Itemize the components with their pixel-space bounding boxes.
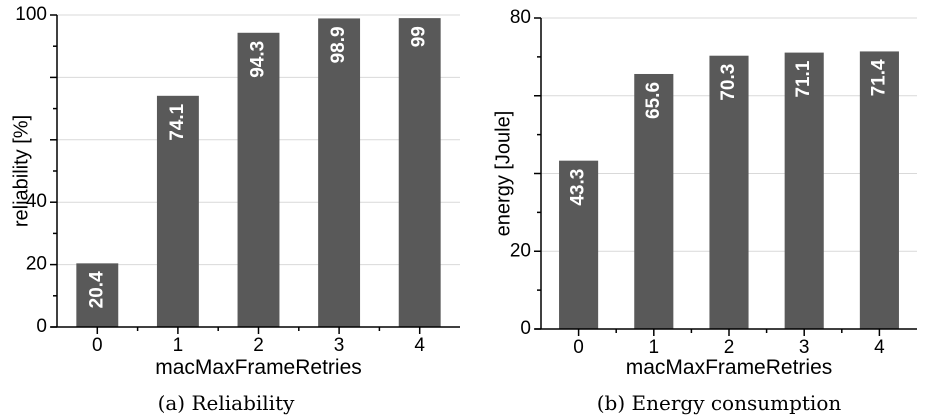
energy-y-tick-label: 0 bbox=[520, 318, 531, 339]
energy-x-tick-label: 3 bbox=[799, 337, 810, 358]
energy-bar bbox=[859, 51, 899, 330]
reliability-x-tick-label: 4 bbox=[414, 335, 425, 356]
energy-bar bbox=[784, 52, 824, 329]
reliability-chart: 20.4 74.1 94.3 98.9 99 0 20 40 100 0 1 2 3 4 macMaxFra… bbox=[10, 4, 460, 415]
energy-x-tick-label: 1 bbox=[649, 337, 660, 358]
energy-bar-value-label: 71.1 bbox=[793, 60, 814, 97]
reliability-x-tick-label: 0 bbox=[92, 335, 103, 356]
energy-bar-value-label: 70.3 bbox=[718, 64, 739, 101]
energy-x-tick-label: 4 bbox=[874, 337, 885, 358]
energy-caption: (b) Energy consumption bbox=[597, 391, 842, 415]
energy-y-tick-label: 80 bbox=[510, 7, 531, 28]
reliability-y-axis-label: reliability [%] bbox=[10, 115, 32, 227]
reliability-y-tick-label: 20 bbox=[26, 254, 47, 275]
energy-bar-value-label: 65.6 bbox=[643, 82, 664, 119]
energy-bar bbox=[559, 160, 599, 329]
reliability-bar-value-label: 20.4 bbox=[86, 271, 107, 308]
energy-x-axis-label: macMaxFrameRetries bbox=[626, 356, 833, 379]
reliability-y-tick-label: 40 bbox=[26, 191, 47, 212]
reliability-y-tick-label: 100 bbox=[15, 4, 47, 25]
reliability-caption: (a) Reliability bbox=[158, 391, 296, 415]
energy-bar bbox=[709, 55, 749, 330]
reliability-x-tick-label: 3 bbox=[334, 335, 345, 356]
reliability-bar bbox=[237, 32, 280, 328]
energy-x-tick-label: 0 bbox=[573, 337, 584, 358]
reliability-bar bbox=[398, 18, 441, 328]
reliability-bar-value-label: 98.9 bbox=[328, 26, 349, 63]
reliability-bar-value-label: 74.1 bbox=[167, 103, 188, 140]
reliability-y-tick-label: 0 bbox=[36, 316, 47, 337]
energy-bar-value-label: 71.4 bbox=[868, 59, 889, 96]
energy-bar bbox=[634, 73, 674, 329]
energy-chart: 43.3 65.6 70.3 71.1 71.4 0 20 80 0 1 2 3 4 macMaxFram… bbox=[492, 7, 917, 415]
reliability-x-tick-label: 1 bbox=[173, 335, 184, 356]
reliability-bar bbox=[156, 95, 199, 327]
energy-x-tick-label: 2 bbox=[724, 337, 735, 358]
energy-bar-value-label: 43.3 bbox=[568, 169, 589, 206]
reliability-bar bbox=[76, 263, 119, 327]
energy-y-tick-label: 20 bbox=[510, 240, 531, 261]
energy-y-axis-label: energy [Joule] bbox=[492, 111, 514, 237]
reliability-x-tick-label: 2 bbox=[253, 335, 264, 356]
reliability-bar bbox=[318, 18, 361, 327]
reliability-bar-value-label: 94.3 bbox=[248, 41, 269, 78]
reliability-bar-value-label: 99 bbox=[409, 26, 430, 47]
reliability-x-axis-label: macMaxFrameRetries bbox=[155, 356, 362, 379]
